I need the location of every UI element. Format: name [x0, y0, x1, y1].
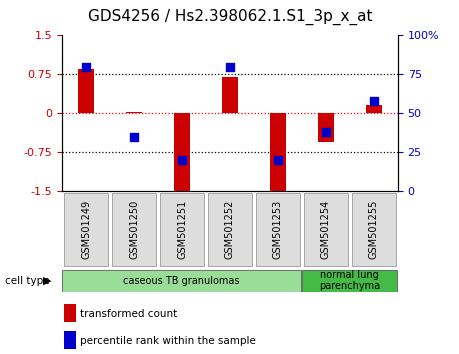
Text: GDS4256 / Hs2.398062.1.S1_3p_x_at: GDS4256 / Hs2.398062.1.S1_3p_x_at — [88, 9, 371, 25]
Bar — [173, 113, 190, 191]
Bar — [78, 69, 94, 113]
Text: percentile rank within the sample: percentile rank within the sample — [80, 336, 256, 346]
FancyBboxPatch shape — [160, 193, 203, 266]
Text: ▶: ▶ — [43, 275, 51, 286]
FancyBboxPatch shape — [301, 269, 396, 292]
Point — [226, 64, 233, 69]
FancyBboxPatch shape — [62, 269, 300, 292]
Text: GSM501252: GSM501252 — [224, 200, 235, 259]
FancyBboxPatch shape — [352, 193, 395, 266]
Point — [369, 98, 377, 104]
Point — [82, 64, 90, 69]
Point — [274, 157, 281, 163]
Text: GSM501255: GSM501255 — [368, 200, 378, 259]
Text: GSM501251: GSM501251 — [177, 200, 187, 259]
Text: GSM501249: GSM501249 — [81, 200, 91, 259]
Bar — [125, 112, 142, 113]
Text: normal lung
parenchyma: normal lung parenchyma — [318, 270, 379, 291]
Text: GSM501250: GSM501250 — [129, 200, 139, 259]
FancyBboxPatch shape — [304, 193, 347, 266]
Text: caseous TB granulomas: caseous TB granulomas — [123, 275, 239, 286]
FancyBboxPatch shape — [64, 193, 107, 266]
Point — [178, 157, 185, 163]
FancyBboxPatch shape — [256, 193, 299, 266]
Point — [130, 134, 137, 139]
Bar — [269, 113, 286, 192]
Text: GSM501253: GSM501253 — [272, 200, 282, 259]
FancyBboxPatch shape — [208, 193, 251, 266]
Bar — [317, 113, 334, 142]
Text: transformed count: transformed count — [80, 309, 177, 319]
Text: GSM501254: GSM501254 — [320, 200, 330, 259]
Bar — [221, 77, 238, 113]
FancyBboxPatch shape — [112, 193, 155, 266]
Bar — [365, 105, 381, 113]
Point — [322, 129, 329, 135]
Text: cell type: cell type — [5, 275, 49, 286]
